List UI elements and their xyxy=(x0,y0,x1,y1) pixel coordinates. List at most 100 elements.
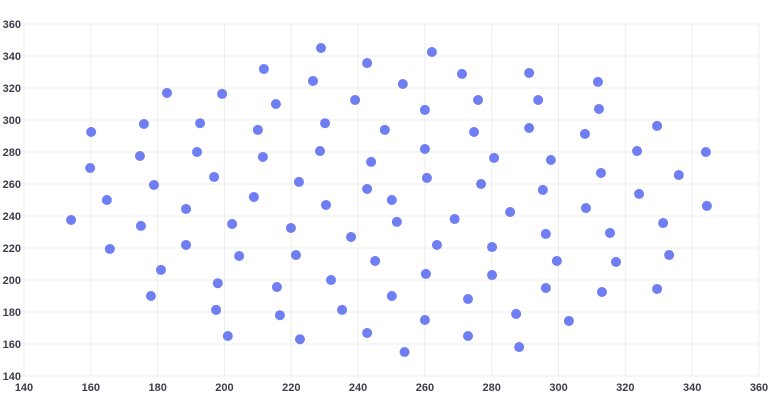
data-point[interactable] xyxy=(673,170,684,181)
data-point[interactable] xyxy=(362,58,373,69)
data-point[interactable] xyxy=(362,327,373,338)
data-point[interactable] xyxy=(476,179,487,189)
data-point[interactable] xyxy=(181,239,192,250)
data-point[interactable] xyxy=(181,203,192,214)
data-point[interactable] xyxy=(487,270,498,281)
data-point[interactable] xyxy=(456,68,467,79)
data-point[interactable] xyxy=(487,242,498,253)
data-point[interactable] xyxy=(431,239,442,250)
data-point[interactable] xyxy=(366,156,377,167)
data-point[interactable] xyxy=(514,342,525,353)
data-point[interactable] xyxy=(320,118,331,129)
data-point[interactable] xyxy=(419,315,430,325)
data-point[interactable] xyxy=(350,95,361,105)
data-point[interactable] xyxy=(104,243,115,254)
data-point[interactable] xyxy=(419,104,430,115)
data-point[interactable] xyxy=(161,87,172,98)
data-point[interactable] xyxy=(604,227,615,238)
data-point[interactable] xyxy=(337,304,348,315)
data-point[interactable] xyxy=(463,294,474,305)
data-point[interactable] xyxy=(563,315,574,326)
data-point[interactable] xyxy=(540,228,551,239)
data-point[interactable] xyxy=(346,231,357,242)
data-point[interactable] xyxy=(148,179,159,190)
data-point[interactable] xyxy=(86,127,97,137)
data-point[interactable] xyxy=(101,195,112,205)
data-point[interactable] xyxy=(580,203,591,213)
data-point[interactable] xyxy=(540,283,551,293)
data-point[interactable] xyxy=(274,310,285,321)
data-point[interactable] xyxy=(579,128,590,139)
data-point[interactable] xyxy=(258,63,269,74)
data-point[interactable] xyxy=(211,304,222,315)
data-point[interactable] xyxy=(505,207,516,217)
data-point[interactable] xyxy=(524,123,535,133)
data-point[interactable] xyxy=(652,283,663,294)
data-point[interactable] xyxy=(234,251,245,261)
data-point[interactable] xyxy=(248,191,259,202)
data-point[interactable] xyxy=(271,282,282,293)
data-point[interactable] xyxy=(421,172,432,183)
data-point[interactable] xyxy=(537,184,548,195)
data-point[interactable] xyxy=(611,256,622,267)
data-point[interactable] xyxy=(326,275,337,285)
data-point[interactable] xyxy=(134,151,145,161)
data-point[interactable] xyxy=(386,291,397,301)
data-point[interactable] xyxy=(386,195,397,205)
data-point[interactable] xyxy=(463,331,474,341)
data-point[interactable] xyxy=(511,308,522,319)
data-point[interactable] xyxy=(293,176,304,187)
data-point[interactable] xyxy=(658,218,669,229)
data-point[interactable] xyxy=(138,119,149,129)
data-point[interactable] xyxy=(85,163,96,173)
data-point[interactable] xyxy=(209,171,220,182)
data-point[interactable] xyxy=(227,219,238,229)
data-point[interactable] xyxy=(473,95,484,105)
data-point[interactable] xyxy=(419,143,430,154)
data-point[interactable] xyxy=(489,152,500,163)
data-point[interactable] xyxy=(632,146,643,157)
data-point[interactable] xyxy=(469,127,480,137)
data-point[interactable] xyxy=(420,268,431,279)
data-point[interactable] xyxy=(391,216,402,227)
data-point[interactable] xyxy=(222,331,233,341)
data-point[interactable] xyxy=(252,124,263,135)
data-point[interactable] xyxy=(700,147,711,157)
data-point[interactable] xyxy=(290,250,301,261)
data-point[interactable] xyxy=(370,255,381,266)
data-point[interactable] xyxy=(316,43,327,53)
data-point[interactable] xyxy=(257,151,268,162)
data-point[interactable] xyxy=(533,95,544,105)
data-point[interactable] xyxy=(195,118,206,129)
data-point[interactable] xyxy=(701,200,712,211)
data-point[interactable] xyxy=(285,223,296,233)
data-point[interactable] xyxy=(307,75,318,86)
data-point[interactable] xyxy=(212,278,223,289)
data-point[interactable] xyxy=(593,103,604,114)
data-point[interactable] xyxy=(192,147,203,157)
data-point[interactable] xyxy=(551,255,562,266)
data-point[interactable] xyxy=(634,188,645,199)
data-point[interactable] xyxy=(664,250,675,261)
data-point[interactable] xyxy=(294,334,305,345)
data-point[interactable] xyxy=(524,67,535,78)
data-point[interactable] xyxy=(397,79,408,89)
data-point[interactable] xyxy=(652,120,663,131)
data-point[interactable] xyxy=(426,47,437,57)
data-point[interactable] xyxy=(399,347,410,357)
data-point[interactable] xyxy=(145,291,156,301)
data-point[interactable] xyxy=(135,220,146,231)
data-point[interactable] xyxy=(66,215,77,225)
data-point[interactable] xyxy=(315,146,326,157)
data-point[interactable] xyxy=(217,88,228,99)
data-point[interactable] xyxy=(595,167,606,178)
data-point[interactable] xyxy=(596,287,607,297)
data-point[interactable] xyxy=(545,155,556,165)
data-point[interactable] xyxy=(449,214,460,225)
data-point[interactable] xyxy=(270,99,281,109)
data-point[interactable] xyxy=(592,76,603,87)
data-point[interactable] xyxy=(155,264,166,275)
data-point[interactable] xyxy=(321,199,332,210)
data-point[interactable] xyxy=(362,183,373,194)
data-point[interactable] xyxy=(379,124,390,135)
